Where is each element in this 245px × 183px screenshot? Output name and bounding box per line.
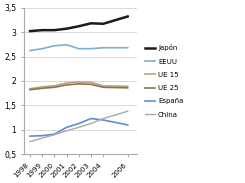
- España: [41, 135, 44, 137]
- UE 25: [65, 84, 68, 86]
- Japón: [29, 30, 32, 32]
- Line: España: España: [30, 119, 128, 136]
- China: [41, 137, 44, 139]
- UE 15: [126, 85, 129, 87]
- UE 15: [77, 81, 80, 83]
- UE 15: [41, 86, 44, 88]
- EEUU: [41, 48, 44, 50]
- EEUU: [53, 45, 56, 47]
- EEUU: [77, 48, 80, 50]
- Japón: [90, 22, 93, 24]
- Line: UE 15: UE 15: [30, 82, 128, 89]
- UE 15: [65, 82, 68, 84]
- China: [77, 126, 80, 128]
- España: [53, 133, 56, 135]
- Line: UE 25: UE 25: [30, 84, 128, 90]
- Japón: [77, 25, 80, 27]
- UE 15: [102, 85, 105, 87]
- UE 15: [90, 81, 93, 83]
- UE 25: [90, 83, 93, 85]
- España: [90, 117, 93, 120]
- UE 25: [77, 83, 80, 85]
- España: [126, 124, 129, 126]
- UE 25: [102, 86, 105, 88]
- China: [102, 117, 105, 120]
- EEUU: [29, 50, 32, 52]
- EEUU: [126, 47, 129, 49]
- España: [65, 126, 68, 128]
- China: [53, 134, 56, 136]
- UE 25: [126, 87, 129, 89]
- EEUU: [102, 47, 105, 49]
- UE 15: [29, 88, 32, 90]
- China: [29, 140, 32, 143]
- UE 25: [53, 86, 56, 88]
- China: [90, 122, 93, 125]
- Japón: [126, 15, 129, 18]
- China: [126, 110, 129, 112]
- Line: EEUU: EEUU: [30, 45, 128, 51]
- Japón: [65, 28, 68, 30]
- EEUU: [65, 44, 68, 46]
- Legend: Japón, EEUU, UE 15, UE 25, España, China: Japón, EEUU, UE 15, UE 25, España, China: [142, 41, 186, 120]
- Line: Japón: Japón: [30, 16, 128, 31]
- España: [77, 122, 80, 125]
- Japón: [41, 29, 44, 31]
- UE 15: [53, 85, 56, 87]
- UE 25: [29, 89, 32, 91]
- UE 25: [41, 87, 44, 89]
- Line: China: China: [30, 111, 128, 141]
- EEUU: [90, 48, 93, 50]
- España: [29, 135, 32, 137]
- Japón: [53, 29, 56, 31]
- Japón: [102, 23, 105, 25]
- España: [102, 119, 105, 121]
- China: [65, 130, 68, 132]
